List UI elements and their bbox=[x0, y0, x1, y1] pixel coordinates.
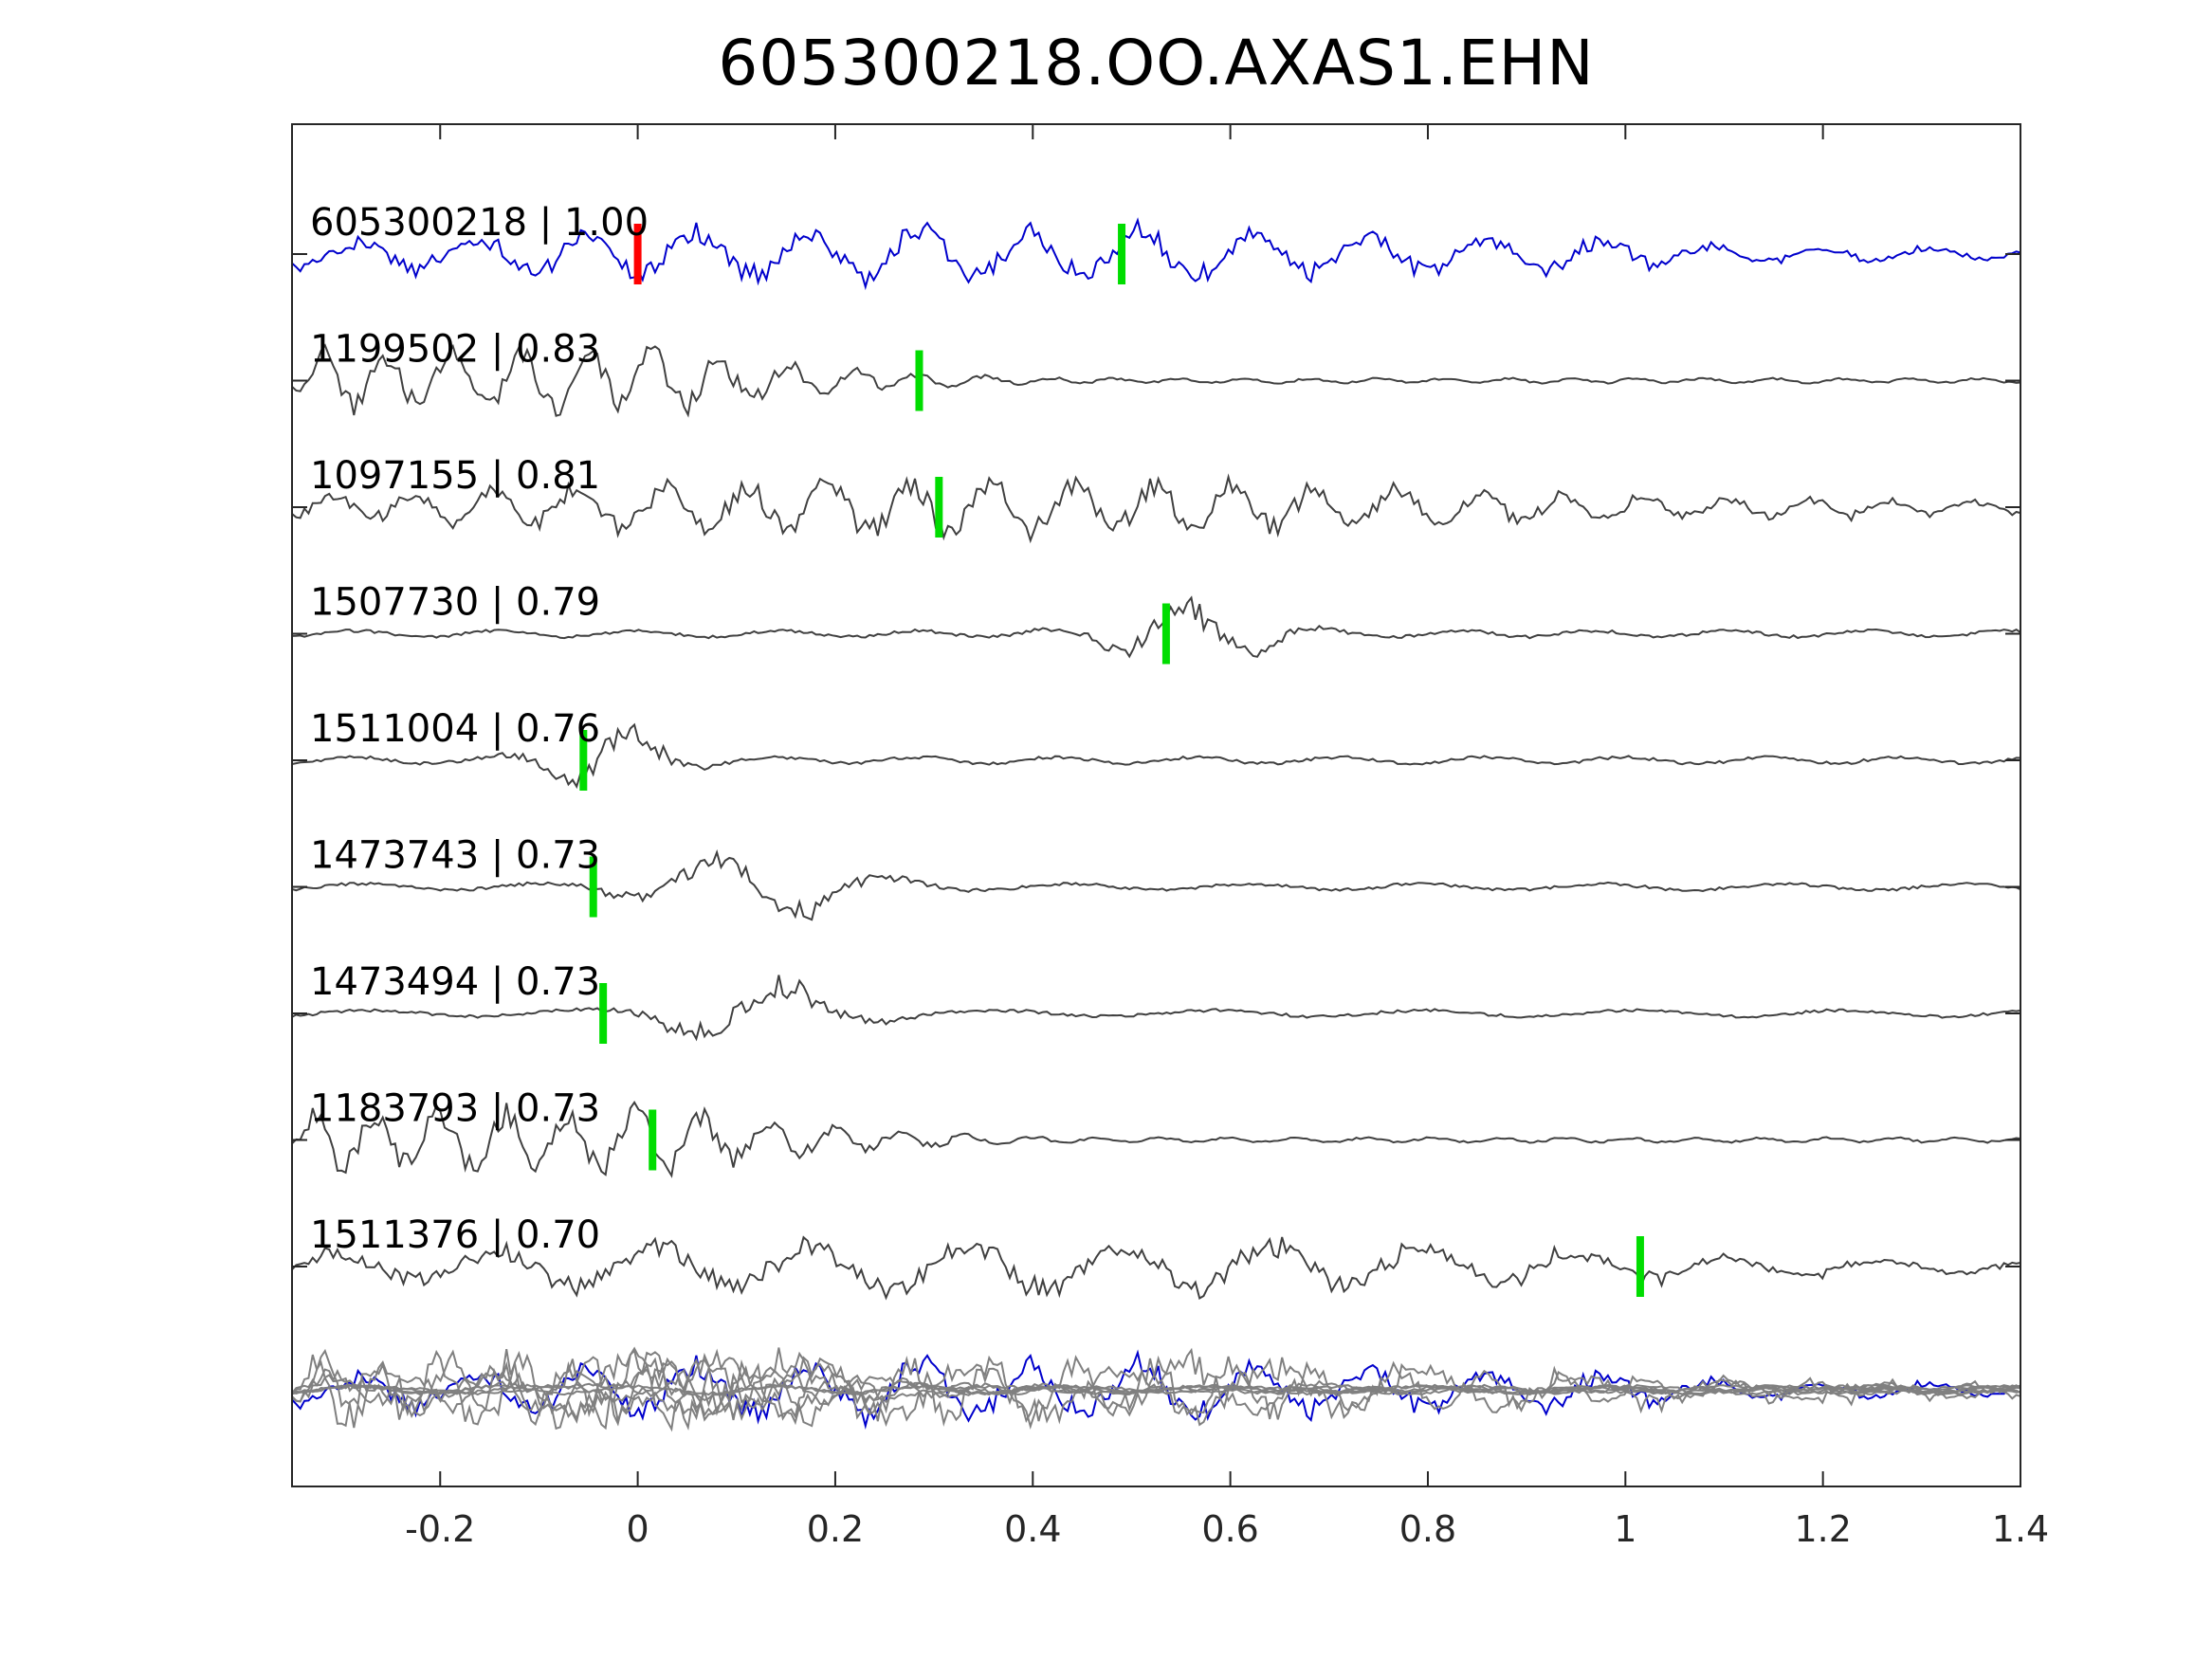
stack-overlay bbox=[291, 1346, 2021, 1432]
trace-label: 1473494 | 0.73 bbox=[310, 960, 600, 1004]
trace-line bbox=[291, 1101, 2021, 1178]
trace-label: 1511004 | 0.76 bbox=[310, 707, 600, 751]
axes-box bbox=[291, 123, 2021, 1487]
trace-line bbox=[291, 1235, 2021, 1301]
x-tick-label: 1 bbox=[1614, 1508, 1636, 1550]
x-tick-label: 1.4 bbox=[1992, 1508, 2049, 1550]
trace-group bbox=[291, 217, 2021, 1301]
stack-trace-line bbox=[291, 1356, 2021, 1428]
x-tick-label: 0.6 bbox=[1201, 1508, 1258, 1550]
x-tick-label: 0 bbox=[627, 1508, 649, 1550]
x-tick-label: 0.8 bbox=[1399, 1508, 1456, 1550]
x-tick-label: 0.2 bbox=[807, 1508, 864, 1550]
x-axis-ticks: -0.2 0 0.2 0.4 0.6 0.8 1 1.2 1.4 bbox=[405, 124, 2049, 1550]
trace-label: 1511376 | 0.70 bbox=[310, 1213, 600, 1257]
chart-title: 605300218.OO.AXAS1.EHN bbox=[718, 27, 1595, 100]
x-tick-label: 0.4 bbox=[1004, 1508, 1061, 1550]
x-tick-label: 1.2 bbox=[1794, 1508, 1851, 1550]
stack-trace-line bbox=[291, 1347, 2021, 1417]
trace-line bbox=[291, 595, 2021, 659]
trace-label: 1199502 | 0.83 bbox=[310, 328, 600, 372]
x-tick-label: -0.2 bbox=[405, 1508, 475, 1550]
pick-markers bbox=[579, 224, 1644, 1297]
trace-label: 1507730 | 0.79 bbox=[310, 581, 600, 625]
trace-line bbox=[291, 343, 2021, 418]
stack-trace-line bbox=[291, 1355, 2021, 1431]
trace-labels: 605300218 | 1.00 1199502 | 0.83 1097155 | … bbox=[310, 201, 649, 1257]
trace-line bbox=[291, 473, 2021, 544]
trace-line bbox=[291, 848, 2021, 921]
trace-label: 1097155 | 0.81 bbox=[310, 454, 600, 498]
trace-label: 1473743 | 0.73 bbox=[310, 834, 600, 878]
trace-label: 1183793 | 0.73 bbox=[310, 1087, 600, 1131]
template-trace bbox=[291, 217, 2021, 291]
trace-label: 605300218 | 1.00 bbox=[310, 201, 649, 245]
trace-line bbox=[291, 975, 2021, 1042]
